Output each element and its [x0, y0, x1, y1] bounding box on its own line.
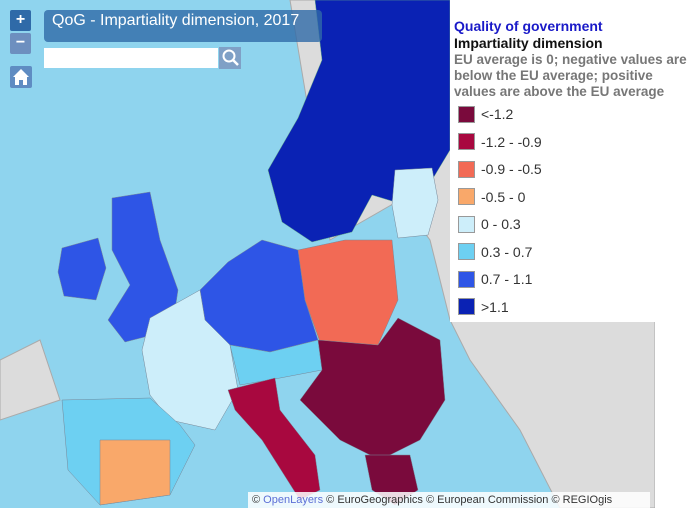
legend-swatch	[458, 160, 475, 178]
zoom-in-button[interactable]: +	[10, 10, 31, 31]
home-button[interactable]	[10, 66, 32, 88]
legend-item: <-1.2	[458, 104, 513, 124]
legend-swatch	[458, 133, 475, 150]
legend-item: -0.5 - 0	[458, 187, 525, 207]
legend-subtitle: Impartiality dimension	[454, 35, 603, 51]
legend-swatch	[458, 298, 475, 315]
legend-label: -0.5 - 0	[481, 188, 526, 205]
region-spain-south	[99, 439, 171, 506]
legend-swatch	[458, 188, 475, 205]
attribution-copyright: ©	[252, 494, 264, 506]
legend-swatch	[458, 270, 475, 288]
legend-label: -0.9 - -0.5	[481, 161, 542, 177]
search-input[interactable]	[44, 48, 218, 68]
search-button[interactable]	[219, 47, 241, 69]
zoom-out-button[interactable]: −	[10, 33, 31, 54]
legend-swatch	[458, 105, 475, 123]
attribution-text: © EuroGeographics © European Commission …	[323, 494, 613, 506]
region-balkans-romania	[299, 317, 446, 461]
legend-item: -1.2 - -0.9	[458, 132, 542, 152]
home-icon	[13, 69, 29, 85]
legend-label: -1.2 - -0.9	[481, 133, 542, 150]
legend-item: 0.3 - 0.7	[458, 242, 532, 262]
map-title: QoG - Impartiality dimension, 2017	[44, 10, 322, 42]
legend-label: 0.7 - 1.1	[481, 271, 533, 287]
region-italy	[227, 377, 321, 501]
legend-note: EU average is 0; negative values are bel…	[454, 52, 687, 99]
legend-title: Quality of government	[454, 18, 603, 34]
attribution: © OpenLayers © EuroGeographics © Europea…	[248, 492, 650, 508]
legend-item: 0 - 0.3	[458, 214, 521, 234]
legend: Quality of government Impartiality dimen…	[450, 0, 690, 322]
region-france	[141, 289, 239, 431]
legend-label: <-1.2	[481, 106, 514, 122]
legend-swatch	[458, 215, 475, 233]
legend-label: 0.3 - 0.7	[481, 243, 533, 260]
legend-swatch	[458, 243, 475, 260]
region-poland-czechia	[297, 239, 399, 346]
search-icon	[222, 49, 239, 66]
region-baltics	[391, 167, 439, 239]
openlayers-link[interactable]: OpenLayers	[263, 494, 324, 506]
legend-label: >1.1	[481, 298, 509, 315]
region-ireland	[57, 237, 107, 301]
legend-label: 0 - 0.3	[481, 216, 521, 232]
legend-item: 0.7 - 1.1	[458, 269, 532, 289]
legend-item: >1.1	[458, 297, 509, 317]
legend-item: -0.9 - -0.5	[458, 159, 542, 179]
